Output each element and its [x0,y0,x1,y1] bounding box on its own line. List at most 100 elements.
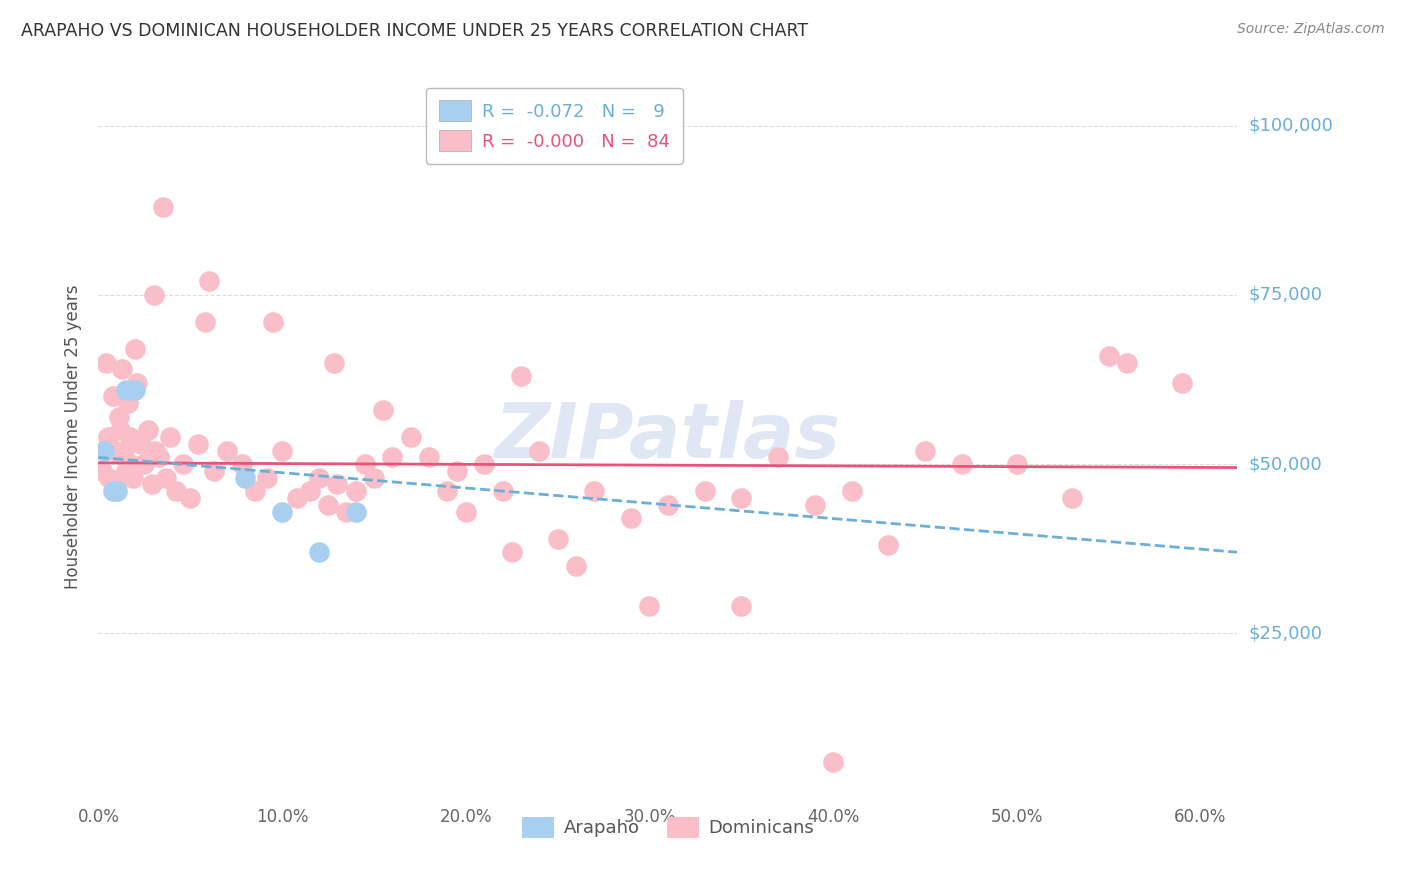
Point [436,484,458,499]
Point [104,443,127,458]
Legend: Arapaho, Dominicans: Arapaho, Dominicans [515,810,821,845]
Point [215,443,238,458]
Point [124,383,146,397]
Point [101,484,124,499]
Point [202,464,225,478]
Point [121,457,143,471]
Point [841,484,863,499]
Point [243,484,266,499]
Point [1116,355,1139,369]
Point [194,315,217,329]
Text: ZIPatlas: ZIPatlas [495,401,841,474]
Point [285,491,308,505]
Text: $75,000: $75,000 [1249,285,1323,304]
Point [93,443,115,458]
Point [235,471,257,485]
Y-axis label: Householder Income Under 25 years: Householder Income Under 25 years [65,285,83,590]
Point [105,477,128,491]
Point [446,464,468,478]
Point [1005,457,1028,471]
Point [308,471,330,485]
Point [165,484,187,499]
Point [353,457,375,471]
Point [91,464,114,478]
Point [125,376,148,390]
Point [159,430,181,444]
Point [693,484,716,499]
Text: $50,000: $50,000 [1249,455,1322,473]
Point [1060,491,1083,505]
Text: Source: ZipAtlas.com: Source: ZipAtlas.com [1237,22,1385,37]
Point [117,396,139,410]
Point [308,545,330,559]
Point [804,498,827,512]
Point [141,477,163,491]
Point [136,423,159,437]
Point [399,430,422,444]
Point [298,484,321,499]
Point [620,511,643,525]
Point [529,443,551,458]
Point [565,558,588,573]
Point [134,457,156,471]
Point [472,457,495,471]
Point [271,505,294,519]
Point [262,315,284,329]
Point [316,498,339,512]
Point [111,362,134,376]
Point [152,200,174,214]
Point [97,430,120,444]
Point [155,471,177,485]
Point [107,409,129,424]
Point [501,545,523,559]
Point [124,342,146,356]
Point [583,484,606,499]
Point [491,484,513,499]
Point [344,505,367,519]
Point [112,443,135,458]
Point [657,498,679,512]
Point [115,464,138,478]
Point [142,288,165,302]
Point [94,355,117,369]
Point [877,538,900,552]
Point [326,477,349,491]
Point [179,491,201,505]
Point [105,484,128,499]
Point [129,437,152,451]
Point [271,443,294,458]
Point [256,471,278,485]
Point [148,450,170,465]
Point [172,457,194,471]
Point [335,505,357,519]
Point [122,471,145,485]
Point [1098,349,1121,363]
Point [98,471,121,485]
Point [145,443,167,458]
Point [115,383,138,397]
Point [101,389,124,403]
Point [730,599,752,614]
Point [322,355,344,369]
Point [638,599,661,614]
Text: $100,000: $100,000 [1249,117,1333,135]
Text: ARAPAHO VS DOMINICAN HOUSEHOLDER INCOME UNDER 25 YEARS CORRELATION CHART: ARAPAHO VS DOMINICAN HOUSEHOLDER INCOME … [21,22,808,40]
Point [231,457,253,471]
Point [118,430,141,444]
Point [914,443,936,458]
Point [418,450,440,465]
Point [547,532,569,546]
Point [371,403,394,417]
Point [454,505,477,519]
Point [381,450,404,465]
Point [344,484,367,499]
Point [509,369,531,384]
Point [187,437,209,451]
Point [197,274,219,288]
Point [730,491,752,505]
Point [766,450,789,465]
Point [363,471,385,485]
Point [110,423,132,437]
Text: $25,000: $25,000 [1249,624,1323,642]
Point [950,457,973,471]
